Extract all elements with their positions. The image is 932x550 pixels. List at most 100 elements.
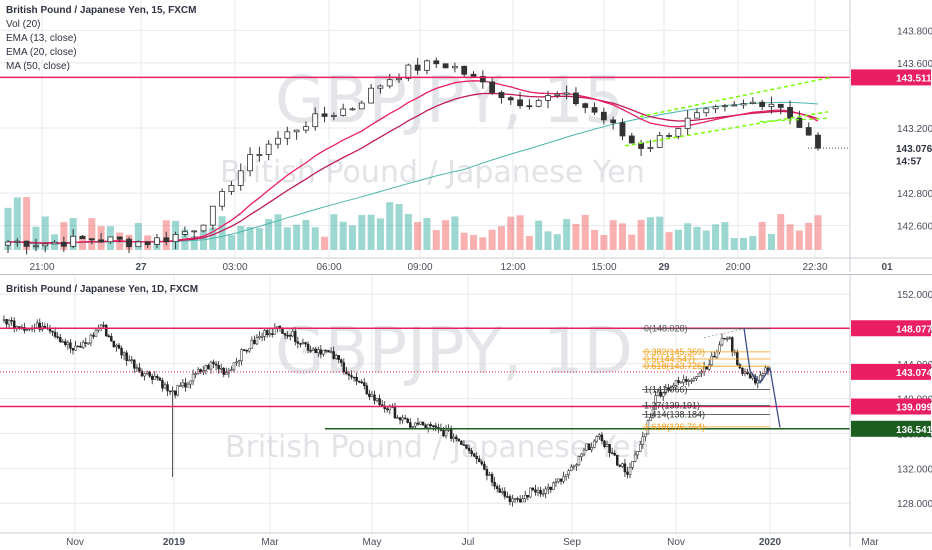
daily-candle-body xyxy=(485,469,489,476)
daily-candle-body xyxy=(12,320,16,328)
daily-candle-body xyxy=(526,494,530,498)
daily-candle-body xyxy=(352,376,356,379)
volume-bar xyxy=(134,223,142,250)
top-time-tick: 12:00 xyxy=(500,262,525,273)
volume-bar xyxy=(702,230,710,250)
bottom-time-tick: Nov xyxy=(66,537,84,548)
daily-candles xyxy=(2,315,770,507)
volume-bar xyxy=(637,219,645,250)
intraday-candles xyxy=(5,57,821,255)
daily-candle-body xyxy=(728,337,731,339)
daily-candle-body xyxy=(140,370,144,377)
daily-candle-body xyxy=(638,444,642,452)
volume-bar xyxy=(255,228,263,250)
candle-body xyxy=(815,134,821,149)
volume-bar xyxy=(656,216,664,250)
price-tag-label: 143.074 xyxy=(896,368,932,379)
volume-bar xyxy=(572,223,580,250)
top-price-axis[interactable]: 143.800 143.600 143.200 142.800 142.600 xyxy=(897,26,932,232)
price-tag-bg xyxy=(851,320,931,337)
daily-candle-body xyxy=(628,467,632,475)
candle-body xyxy=(70,235,77,247)
candle-body xyxy=(517,99,523,107)
daily-candle-body xyxy=(416,422,420,425)
daily-candle-body xyxy=(51,330,54,333)
candle-body xyxy=(79,235,86,240)
daily-candle-body xyxy=(483,463,486,470)
daily-candle-body xyxy=(143,373,146,377)
daily-candle-body xyxy=(592,440,596,448)
candle-body xyxy=(228,184,235,192)
volume-bar xyxy=(265,219,273,250)
daily-candle-body xyxy=(401,417,404,421)
indicator-label-ema20[interactable]: EMA (20, close) xyxy=(6,47,77,58)
daily-candle-body xyxy=(649,417,652,421)
candle-body xyxy=(498,92,505,99)
daily-candle-body xyxy=(547,486,550,490)
volume-bar xyxy=(693,226,701,250)
top-price-axis-bg[interactable] xyxy=(850,0,932,258)
daily-candle-body xyxy=(386,408,389,411)
daily-candle-body xyxy=(74,345,77,351)
candle-body xyxy=(181,231,188,235)
candle-body xyxy=(526,105,533,108)
daily-candle-body xyxy=(5,319,8,325)
volume-bar xyxy=(712,224,720,250)
volume-bar xyxy=(32,226,40,250)
daily-candle-body xyxy=(66,342,70,345)
top-chart-title: British Pound / Japanese Yen, 15, FXCM xyxy=(6,5,196,16)
daily-candle-body xyxy=(309,350,312,352)
indicator-label-ma50[interactable]: MA (50, close) xyxy=(6,61,70,72)
intraday-chart-panel[interactable]: GBPJPY, 15 British Pound / Japanese Yen … xyxy=(0,0,932,275)
indicator-label-volume[interactable]: Vol (20) xyxy=(6,19,40,30)
daily-candle-body xyxy=(442,430,445,437)
daily-candle-body xyxy=(153,375,157,380)
daily-candle-body xyxy=(424,424,427,429)
bottom-time-axis[interactable]: Nov 2019 Mar May Jul Sep Nov 2020 Mar xyxy=(66,537,879,548)
daily-candle-body xyxy=(672,385,675,388)
top-time-tick: 09:00 xyxy=(407,262,432,273)
daily-candle-body xyxy=(488,474,491,476)
top-time-axis[interactable]: 21:00 27 03:00 06:00 09:00 12:00 15:00 29 20:00 2… xyxy=(29,262,893,273)
indicator-label-ema13[interactable]: EMA (13, close) xyxy=(6,33,77,44)
panel-divider[interactable] xyxy=(0,274,932,275)
daily-candle-body xyxy=(669,386,673,391)
candle-body xyxy=(777,103,784,108)
volume-bar xyxy=(684,223,692,250)
candle-body xyxy=(647,146,654,149)
volume-bar xyxy=(544,231,552,250)
daily-candle-body xyxy=(76,345,80,348)
candle-body xyxy=(284,131,291,139)
daily-candle-body xyxy=(582,449,586,455)
daily-candle-body xyxy=(539,490,542,495)
daily-candle-body xyxy=(687,380,691,382)
daily-candle-body xyxy=(209,361,213,370)
daily-candle-body xyxy=(506,496,509,498)
candle-body xyxy=(265,143,272,155)
daily-candle-body xyxy=(253,339,256,345)
daily-candle-body xyxy=(508,496,512,503)
daily-candle-body xyxy=(544,488,547,494)
daily-candle-body xyxy=(291,331,294,337)
daily-candle-body xyxy=(370,394,374,397)
top-drawings xyxy=(0,76,850,149)
volume-bar xyxy=(749,235,757,250)
candle-body xyxy=(414,64,421,71)
candle-body xyxy=(489,81,496,93)
volume-bar xyxy=(367,214,375,250)
daily-chart-panel[interactable]: GBPJPY, 1D British Pound / Japanese Yen … xyxy=(0,275,932,550)
daily-candle-body xyxy=(360,381,363,384)
daily-candle-body xyxy=(299,343,302,345)
daily-candle-body xyxy=(202,370,205,373)
daily-candle-body xyxy=(455,436,458,440)
daily-candle-body xyxy=(613,453,616,456)
daily-candle-body xyxy=(605,444,609,447)
candle-body xyxy=(610,119,617,124)
daily-candle-body xyxy=(751,375,754,379)
bottom-time-tick: 2019 xyxy=(163,537,186,548)
daily-candle-body xyxy=(345,371,348,375)
daily-candle-body xyxy=(718,344,721,353)
daily-candle-body xyxy=(71,347,75,351)
daily-candle-body xyxy=(186,383,190,388)
top-time-tick: 06:00 xyxy=(316,262,341,273)
